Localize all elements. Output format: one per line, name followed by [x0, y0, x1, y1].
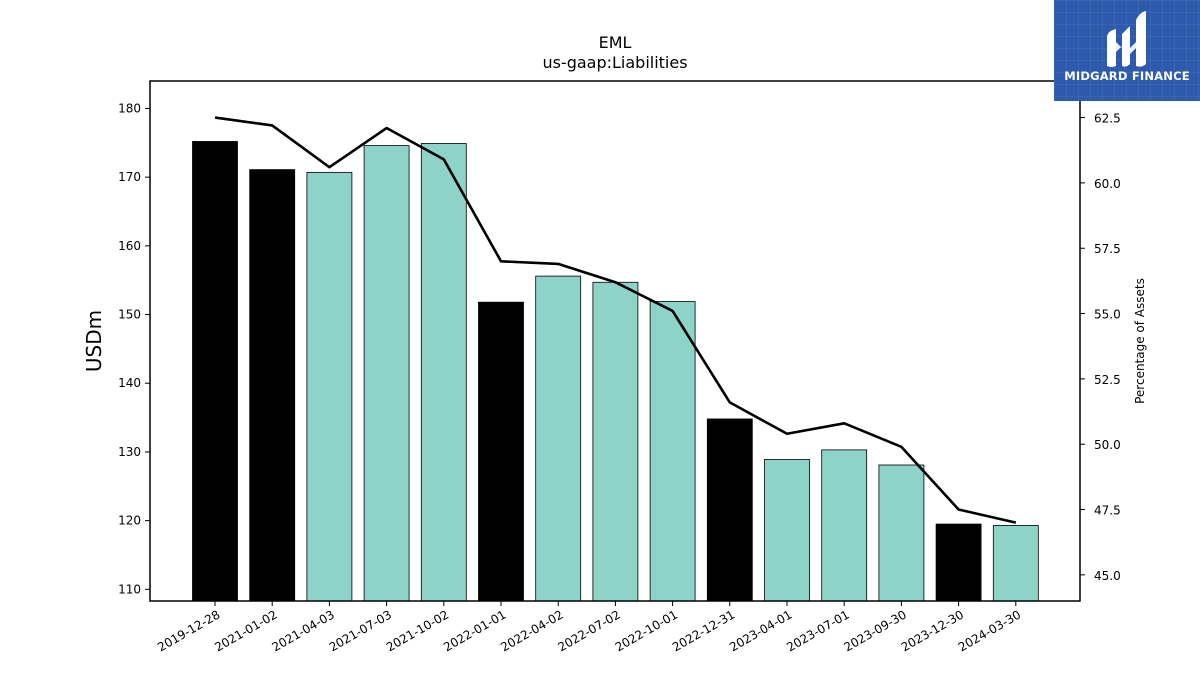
x-tick-label: 2022-12-31 [670, 607, 737, 654]
y-tick-label: 180 [118, 101, 141, 115]
bars-layer [192, 141, 1039, 602]
bar-2022-04-02 [535, 275, 582, 602]
x-tick-label: 2021-07-03 [327, 607, 394, 654]
left-axis-label: USDm [82, 310, 106, 372]
bar-2021-04-03 [306, 171, 353, 602]
y-tick-label: 110 [118, 582, 141, 596]
brand-logo: MIDGARD FINANCE [1054, 0, 1200, 101]
y-right-tick-label: 60.0 [1094, 177, 1121, 191]
chart-subtitle: us-gaap:Liabilities [542, 53, 687, 72]
y-tick-label: 120 [118, 514, 141, 528]
bar-2022-07-02 [592, 281, 639, 602]
y-tick-label: 160 [118, 239, 141, 253]
y-right-tick-label: 62.5 [1094, 112, 1121, 126]
x-tick-label: 2021-04-03 [269, 607, 336, 654]
x-tick-label: 2022-04-02 [498, 607, 565, 654]
x-tick-label: 2023-09-30 [841, 607, 908, 654]
x-tick-label: 2022-01-01 [441, 607, 508, 654]
y-right-tick-label: 52.5 [1094, 373, 1121, 387]
y-right-tick-label: 47.5 [1094, 504, 1121, 518]
x-tick-label: 2021-10-02 [384, 607, 451, 654]
y-tick-label: 150 [118, 308, 141, 322]
y-tick-label: 140 [118, 376, 141, 390]
y-tick-label: 130 [118, 445, 141, 459]
bar-2019-12-28 [192, 141, 238, 602]
bar-2023-04-01 [764, 459, 810, 602]
bar-2021-07-03 [363, 145, 410, 602]
x-tick-label: 2022-07-02 [555, 607, 622, 654]
y-right-tick-label: 45.0 [1094, 569, 1121, 583]
right-axis-ticks: 45.0 47.5 50.0 52.5 55.0 57.5 60.0 62.5 [1080, 112, 1121, 583]
y-right-tick-label: 50.0 [1094, 438, 1121, 452]
y-right-tick-label: 55.0 [1094, 308, 1121, 322]
left-axis-ticks: 110 120 130 140 150 160 170 180 [118, 101, 150, 596]
bar-2023-09-30 [878, 464, 925, 602]
x-tick-label: 2019-12-28 [155, 607, 222, 654]
x-tick-label: 2023-12-30 [899, 607, 966, 654]
line-layer [214, 116, 1017, 524]
bar-2023-07-01 [821, 449, 868, 602]
bar-2023-12-30 [935, 523, 982, 602]
y-right-tick-label: 57.5 [1094, 242, 1121, 256]
bar-2022-12-31 [706, 418, 753, 602]
x-tick-label: 2021-01-02 [212, 607, 279, 654]
bar-2022-10-01 [649, 301, 696, 602]
right-axis-label: Percentage of Assets [1133, 278, 1147, 404]
x-tick-label: 2024-03-30 [956, 607, 1023, 654]
x-axis-ticks: 2019-12-282021-01-022021-04-032021-07-03… [155, 601, 1023, 654]
percentage-of-assets-line [214, 116, 1017, 524]
x-tick-label: 2022-10-01 [613, 607, 680, 654]
plot-frame [149, 80, 1081, 602]
bar-2024-03-30 [992, 525, 1039, 602]
y-tick-label: 170 [118, 170, 141, 184]
bar-2022-01-01 [478, 301, 524, 602]
bar-2021-01-02 [249, 169, 296, 602]
x-tick-label: 2023-04-01 [727, 607, 794, 654]
bar-2021-10-02 [420, 143, 467, 602]
brand-name: MIDGARD FINANCE [1064, 69, 1190, 83]
midgard-logo-icon [1107, 11, 1146, 67]
x-tick-label: 2023-07-01 [784, 607, 851, 654]
chart-title: EML [599, 33, 632, 52]
